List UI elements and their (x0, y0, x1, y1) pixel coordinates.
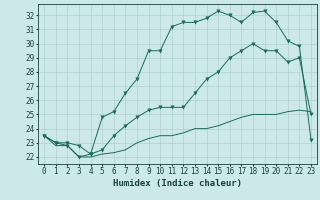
X-axis label: Humidex (Indice chaleur): Humidex (Indice chaleur) (113, 179, 242, 188)
